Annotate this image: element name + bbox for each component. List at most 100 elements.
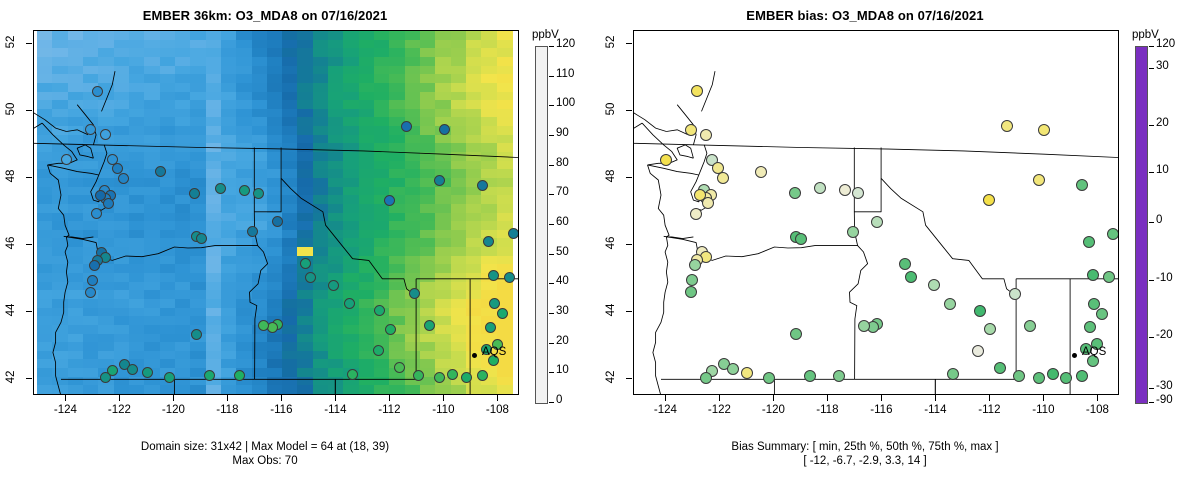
raster-cell bbox=[435, 255, 452, 265]
raster-cell bbox=[450, 342, 467, 352]
raster-cell bbox=[236, 39, 253, 49]
monitor-site-marker bbox=[927, 279, 940, 292]
raster-cell bbox=[159, 48, 176, 58]
raster-cell bbox=[144, 74, 161, 84]
raster-cell bbox=[266, 39, 283, 49]
monitor-site-marker bbox=[1096, 307, 1109, 320]
raster-cell bbox=[128, 273, 145, 283]
monitor-site-marker bbox=[239, 184, 251, 196]
raster-cell bbox=[435, 264, 452, 274]
raster-cell bbox=[420, 117, 436, 127]
raster-cell bbox=[113, 56, 130, 67]
raster-cell bbox=[174, 126, 191, 136]
raster-cell bbox=[343, 108, 360, 119]
raster-cell bbox=[328, 376, 345, 386]
raster-cell bbox=[205, 117, 222, 127]
x-axis-label: -110 bbox=[1032, 404, 1055, 416]
raster-cell bbox=[205, 74, 222, 84]
raster-cell bbox=[481, 247, 498, 257]
raster-cell bbox=[128, 342, 145, 352]
raster-cell bbox=[113, 134, 130, 144]
raster-cell bbox=[37, 255, 53, 265]
monitor-site-marker bbox=[690, 207, 703, 220]
raster-cell bbox=[404, 385, 421, 394]
raster-cell bbox=[174, 298, 191, 309]
raster-cell bbox=[113, 91, 130, 101]
raster-cell bbox=[420, 100, 436, 110]
raster-cell bbox=[128, 160, 145, 170]
raster-cell bbox=[98, 229, 115, 240]
raster-cell bbox=[481, 368, 498, 378]
monitor-site-marker bbox=[102, 197, 114, 209]
raster-cell bbox=[190, 126, 207, 136]
raster-cell bbox=[358, 117, 375, 127]
y-axis-tick bbox=[626, 177, 632, 179]
monitor-site-marker bbox=[684, 286, 697, 299]
raster-cell bbox=[236, 385, 253, 394]
raster-cell bbox=[328, 56, 345, 67]
colorbar-tick-label: 10 bbox=[1156, 163, 1169, 176]
raster-cell bbox=[220, 290, 237, 300]
raster-cell bbox=[343, 65, 360, 75]
monitor-site-marker bbox=[347, 368, 359, 380]
raster-cell bbox=[220, 65, 237, 75]
raster-cell bbox=[312, 74, 329, 84]
raster-cell bbox=[52, 56, 69, 67]
raster-cell bbox=[220, 195, 237, 205]
raster-cell bbox=[205, 212, 222, 222]
raster-cell bbox=[220, 160, 237, 170]
raster-cell bbox=[205, 134, 222, 144]
raster-cell bbox=[496, 195, 513, 205]
raster-cell bbox=[450, 376, 467, 386]
raster-cell bbox=[404, 31, 421, 41]
monitor-site-marker bbox=[190, 328, 202, 340]
raster-cell bbox=[205, 290, 222, 300]
raster-cell bbox=[312, 126, 329, 136]
raster-cell bbox=[82, 281, 99, 291]
colorbar-tick-label: 0 bbox=[556, 394, 563, 406]
monitor-site-marker bbox=[1080, 343, 1093, 356]
raster-cell bbox=[205, 100, 222, 110]
raster-cell bbox=[159, 342, 176, 352]
raster-cell bbox=[205, 385, 222, 394]
y-axis-label: 50 bbox=[5, 102, 17, 116]
raster-cell bbox=[205, 281, 222, 291]
monitor-site-marker bbox=[305, 271, 317, 283]
raster-cell bbox=[82, 350, 99, 361]
y-axis-tick bbox=[26, 43, 32, 45]
raster-cell bbox=[496, 247, 513, 257]
raster-cell bbox=[435, 350, 452, 361]
raster-cell bbox=[205, 273, 222, 283]
raster-cell bbox=[67, 108, 84, 119]
raster-cell bbox=[98, 264, 115, 274]
raster-cell bbox=[144, 160, 161, 170]
raster-cell bbox=[174, 134, 191, 144]
raster-cell bbox=[404, 134, 421, 144]
raster-cell bbox=[113, 368, 130, 378]
raster-cell bbox=[52, 100, 69, 110]
monitor-site-marker bbox=[684, 123, 697, 136]
raster-cell bbox=[174, 221, 191, 231]
raster-cell bbox=[205, 48, 222, 58]
raster-cell bbox=[113, 48, 130, 58]
raster-cell bbox=[466, 212, 482, 222]
colorbar-tick-label: 30 bbox=[1156, 59, 1169, 72]
raster-cell bbox=[82, 39, 99, 49]
boundary-path bbox=[854, 296, 1017, 380]
raster-cell bbox=[435, 74, 452, 84]
raster-cell bbox=[466, 203, 482, 214]
raster-cell bbox=[466, 359, 482, 369]
raster-cell bbox=[282, 74, 299, 84]
monitor-site-marker bbox=[795, 232, 808, 245]
y-axis-tick bbox=[626, 244, 632, 246]
raster-cell bbox=[420, 238, 436, 248]
raster-cell bbox=[481, 82, 498, 93]
raster-cell bbox=[144, 298, 161, 309]
x-axis-label: -124 bbox=[53, 404, 77, 416]
raster-cell bbox=[282, 160, 299, 170]
raster-cell bbox=[450, 169, 467, 179]
colorbar-tick bbox=[549, 105, 554, 107]
raster-cell bbox=[420, 376, 436, 386]
raster-cell bbox=[435, 160, 452, 170]
raster-cell bbox=[37, 290, 53, 300]
